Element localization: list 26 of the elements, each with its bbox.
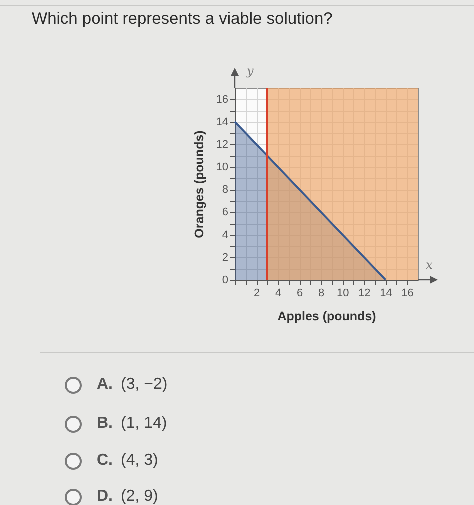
y-tick-label: 12 xyxy=(216,138,228,151)
x-tick-label: 12 xyxy=(358,288,371,300)
text: D. (2, 9) xyxy=(97,488,158,505)
x-tick-label: 2 xyxy=(254,288,260,300)
x-tick-label: 6 xyxy=(297,288,304,300)
y-tick-label: 6 xyxy=(222,206,228,219)
y-tick-label: 10 xyxy=(216,162,228,174)
chart-title: Which point represents a viable solution? xyxy=(32,10,333,29)
y-tick-label: 4 xyxy=(222,229,228,242)
text: A. (3, −2) xyxy=(97,376,168,394)
text: y xyxy=(247,64,254,78)
y-tick-label: 2 xyxy=(222,252,228,264)
text: x xyxy=(426,258,433,272)
y-axis-title: Oranges (pounds) xyxy=(192,130,206,238)
x-axis-title: Apples (pounds) xyxy=(278,310,376,324)
x-tick-label: 8 xyxy=(318,288,325,300)
x-tick-label: 16 xyxy=(402,288,414,300)
y-tick-label: 8 xyxy=(222,184,228,196)
y-tick-label: 0 xyxy=(222,274,228,286)
text: C. (4, 3) xyxy=(97,452,158,470)
x-tick-label: 4 xyxy=(275,288,282,300)
text: B. (1, 14) xyxy=(97,415,168,433)
x-tick-label: 14 xyxy=(380,288,392,300)
y-tick-label: 16 xyxy=(216,94,228,106)
y-tick-label: 14 xyxy=(216,116,228,128)
x-tick-label: 10 xyxy=(337,288,350,300)
